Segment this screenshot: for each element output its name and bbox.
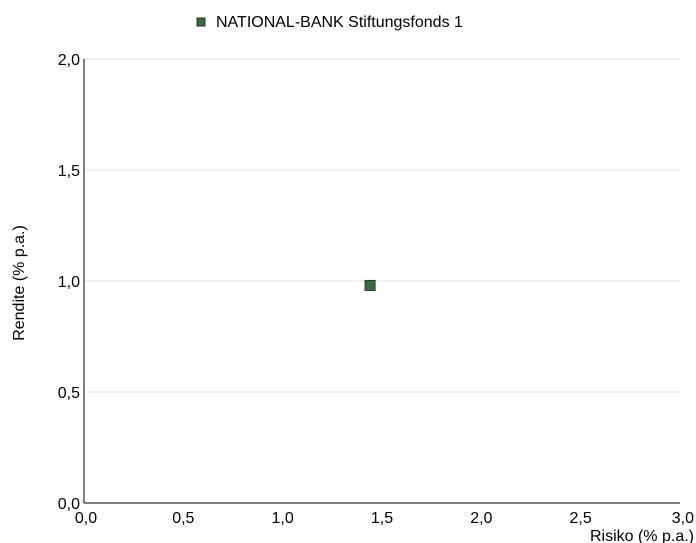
x-tick-label: 0,5	[172, 510, 194, 527]
axes	[83, 59, 680, 504]
x-tick-label: 1,5	[371, 510, 393, 527]
y-tick-label: 1,5	[58, 163, 80, 180]
x-tick-label: 1,0	[272, 510, 294, 527]
gridlines	[84, 58, 680, 393]
legend: NATIONAL-BANK Stiftungsfonds 1	[196, 14, 463, 31]
legend-swatch	[196, 17, 206, 27]
y-tick-label: 2,0	[58, 52, 80, 69]
data-points	[364, 279, 376, 291]
y-tick-label: 1,0	[58, 274, 80, 291]
x-tick-label: 0,0	[75, 510, 97, 527]
x-tick-label: 2,5	[570, 510, 592, 527]
x-axis-title: Risiko (% p.a.)	[590, 528, 694, 543]
y-tick-label: 0,0	[58, 496, 80, 513]
legend-label: NATIONAL-BANK Stiftungsfonds 1	[216, 14, 463, 31]
x-tick-label: 2,0	[470, 510, 492, 527]
x-tick-labels: 0,0 0,5 1,0 1,5 2,0 2,5 3,0	[75, 510, 694, 527]
y-tick-label: 0,5	[58, 385, 80, 402]
y-axis-title: Rendite (% p.a.)	[11, 225, 28, 341]
x-tick-label: 3,0	[672, 510, 694, 527]
y-tick-labels: 0,0 0,5 1,0 1,5 2,0	[58, 52, 80, 513]
data-point[interactable]	[364, 279, 376, 291]
